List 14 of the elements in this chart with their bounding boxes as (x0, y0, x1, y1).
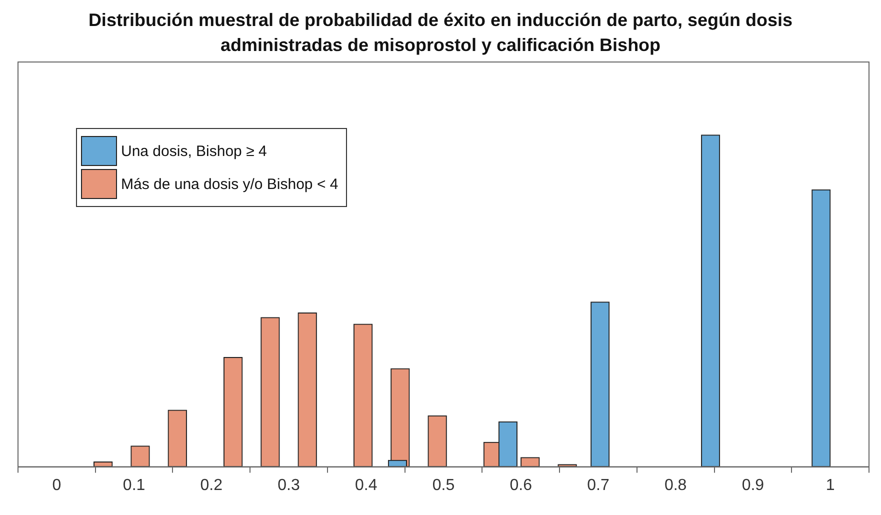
x-tick-label: 0 (52, 476, 62, 494)
x-tick-label: 0.3 (278, 476, 300, 494)
x-tick-label: 1 (826, 476, 835, 494)
x-tick-label: 0.6 (510, 476, 532, 494)
x-tick-label: 0.9 (742, 476, 764, 494)
x-tick-label: 0.8 (664, 476, 687, 494)
x-tick-label: 0.7 (587, 476, 610, 494)
x-tick-label: 0.4 (355, 476, 378, 494)
chart-title: Distribución muestral de probabilidad de éxito en inducción de parto, según dosis administradas de misoprostol y calificación Bishop (87, 9, 794, 57)
legend-label: Más de una dosis y/o Bishop < 4 (121, 176, 338, 192)
x-tick-label: 0.5 (432, 476, 455, 494)
x-tick-label: 0.1 (122, 476, 146, 494)
legend-label: Una dosis, Bishop ≥ 4 (121, 142, 267, 160)
x-tick-label: 0.2 (200, 476, 223, 494)
